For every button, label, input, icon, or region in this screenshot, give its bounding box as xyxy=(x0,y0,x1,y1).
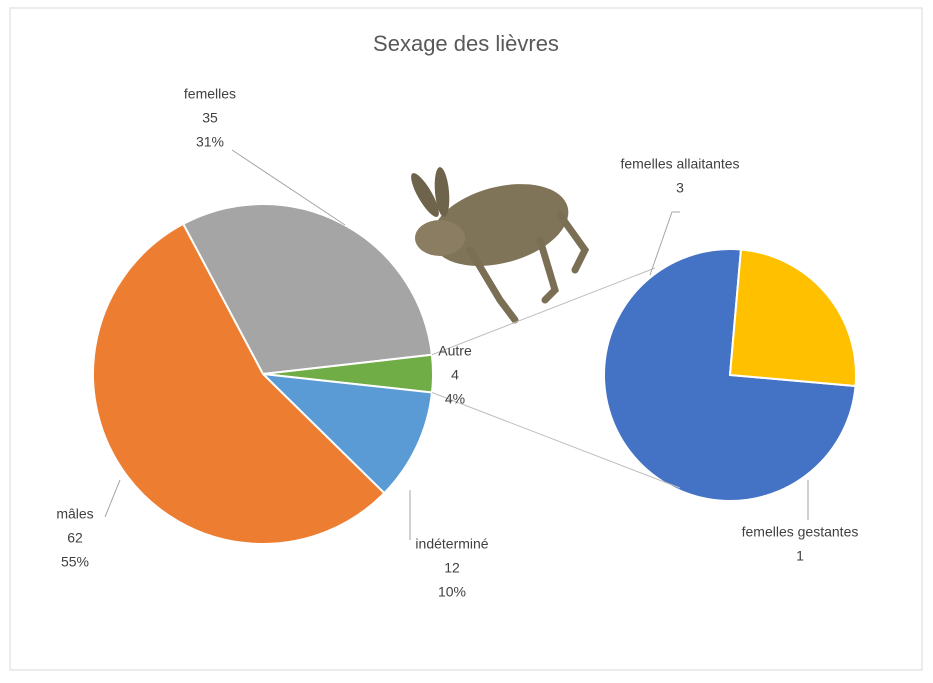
data-label-percent: 55% xyxy=(61,554,89,570)
data-label-category: mâles xyxy=(56,506,93,522)
data-label-value: 35 xyxy=(202,110,218,126)
hare-illustration xyxy=(411,167,590,324)
data-label-value: 4 xyxy=(451,367,459,383)
pie-slice xyxy=(260,372,434,495)
data-label-value: 1 xyxy=(796,548,804,564)
data-label-category: Autre xyxy=(438,343,472,359)
data-label-category: indéterminé xyxy=(415,536,488,552)
data-label-category: femelles allaitantes xyxy=(620,156,739,172)
leader-line xyxy=(104,479,121,518)
data-label-category: femelles xyxy=(184,86,236,102)
leader-line xyxy=(649,211,680,276)
data-label-percent: 31% xyxy=(196,134,224,150)
chart-title: Sexage des lièvres xyxy=(373,31,559,56)
pie-slice xyxy=(92,222,386,545)
data-label-percent: 4% xyxy=(445,391,465,407)
data-label-category: femelles gestantes xyxy=(742,524,859,540)
data-label-percent: 10% xyxy=(438,584,466,600)
data-label-value: 3 xyxy=(676,180,684,196)
data-label-value: 12 xyxy=(444,560,460,576)
connector-line xyxy=(431,267,656,356)
leader-line xyxy=(231,149,346,226)
connector-line xyxy=(431,392,681,489)
pie-slice xyxy=(728,248,857,388)
data-label-value: 62 xyxy=(67,530,83,546)
